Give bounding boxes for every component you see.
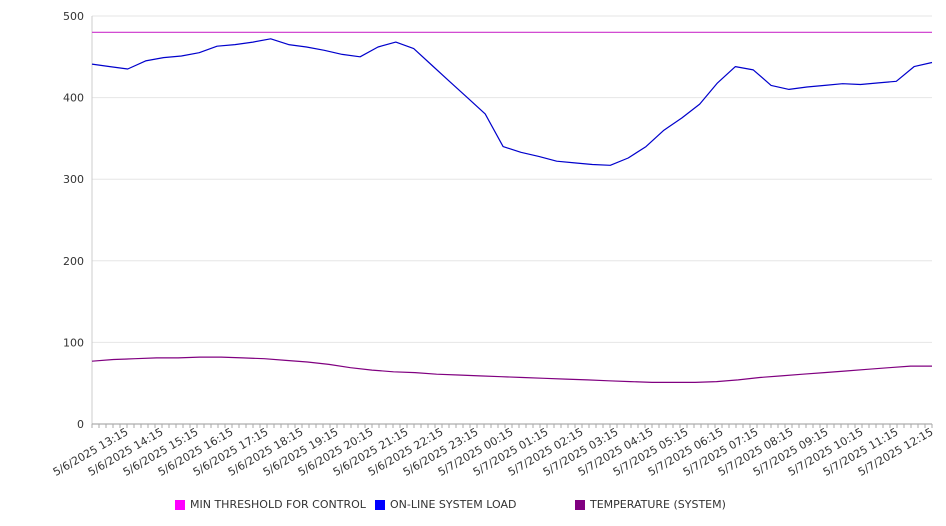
axes: [91, 16, 933, 428]
legend-swatch-temperature: [575, 499, 585, 510]
y-tick-label-0: 0: [77, 418, 84, 431]
y-tick-label-200: 200: [63, 255, 84, 268]
series-line-2: [91, 356, 932, 383]
legend-item-temperature[interactable]: TEMPERATURE (SYSTEM): [575, 498, 726, 511]
series-line-1: [91, 38, 933, 166]
legend-item-min-threshold[interactable]: MIN THRESHOLD FOR CONTROL: [175, 498, 366, 511]
legend-item-system-load[interactable]: ON-LINE SYSTEM LOAD: [375, 498, 516, 511]
y-tick-label-500: 500: [63, 10, 84, 23]
y-tick-label-100: 100: [63, 336, 84, 349]
legend-label-system-load: ON-LINE SYSTEM LOAD: [390, 498, 517, 511]
legend-swatch-system-load: [375, 499, 385, 510]
legend: MIN THRESHOLD FOR CONTROL ON-LINE SYSTEM…: [0, 498, 946, 518]
y-tick-label-400: 400: [63, 92, 84, 105]
gridlines: [92, 15, 932, 343]
y-tick-label-300: 300: [63, 173, 84, 186]
series-lines: [91, 31, 933, 383]
legend-label-temperature: TEMPERATURE (SYSTEM): [590, 498, 726, 511]
legend-swatch-min-threshold: [175, 499, 185, 510]
legend-label-min-threshold: MIN THRESHOLD FOR CONTROL: [190, 498, 366, 511]
